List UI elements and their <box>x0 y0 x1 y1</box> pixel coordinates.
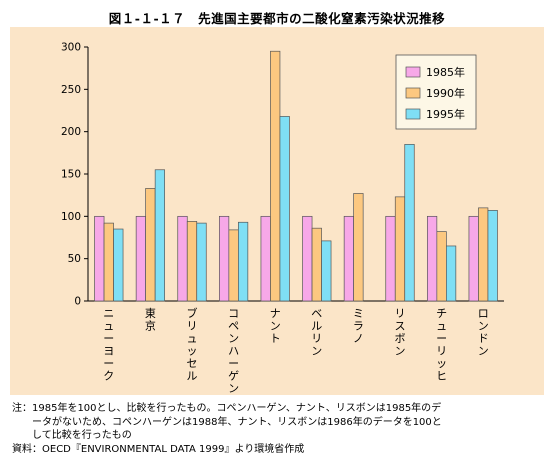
x-tick-label: ミラノ <box>353 307 364 345</box>
bar <box>487 210 498 302</box>
legend-label: 1990年 <box>426 86 465 100</box>
legend-swatch <box>405 87 421 99</box>
bar <box>228 229 239 302</box>
bar-chart: 0 50 100 150 200 250 300 ニューヨーク 東京 ブリュッセル コペンハーゲン ナ… <box>61 42 504 395</box>
bar <box>468 215 479 302</box>
bar <box>177 215 188 302</box>
x-tick-label: ニューヨーク <box>103 307 114 383</box>
note-line-3: して比較を行ったもの <box>12 430 132 441</box>
y-tick-label: 200 <box>61 126 81 138</box>
y-tick-label: 100 <box>61 211 81 223</box>
x-tick-label: 東京 <box>145 307 156 333</box>
bar <box>404 144 415 302</box>
bar <box>478 207 489 302</box>
chart-panel: 0 50 100 150 200 250 300 ニューヨーク 東京 ブリュッセル コペンハーゲン ナ… <box>10 27 544 395</box>
x-tick-label: ブリュッセル <box>187 306 198 383</box>
y-tick-label: 300 <box>61 42 81 54</box>
bar <box>186 221 198 302</box>
bar <box>219 215 230 302</box>
x-tick-label: リスボン <box>395 307 406 358</box>
bar <box>260 215 271 302</box>
bar <box>145 188 156 302</box>
bar <box>270 50 281 302</box>
bar <box>321 240 332 302</box>
bar <box>113 228 124 302</box>
bar <box>427 215 438 302</box>
bar <box>94 215 105 302</box>
x-tick-label: ナント <box>270 307 281 345</box>
bar <box>311 227 322 302</box>
bar <box>135 215 147 302</box>
note-line-2: ータがないため、コペンハーゲンは1988年、ナント、リスボンは1986年のデータ… <box>12 416 442 428</box>
legend-label: 1985年 <box>426 65 465 79</box>
notes: 注：1985年を100とし、比較を行ったもの。コペンハーゲン、ナント、リスボンは… <box>12 402 546 456</box>
legend-label: 1995年 <box>426 107 465 121</box>
y-tick-label: 150 <box>61 169 81 181</box>
source-line: 資料：OECD『ENVIRONMENTAL DATA 1999』より環境省作成 <box>12 443 305 455</box>
legend-swatch <box>405 108 421 120</box>
bar <box>343 215 354 302</box>
bar <box>196 222 207 302</box>
bar <box>446 245 457 302</box>
bar <box>238 221 249 302</box>
note-line-1: 注：1985年を100とし、比較を行ったもの。コペンハーゲン、ナント、リスボンは… <box>12 403 442 414</box>
bar <box>103 222 114 302</box>
bar <box>302 215 313 302</box>
x-tick-label: ロンドン <box>478 307 489 358</box>
bar <box>154 169 165 302</box>
y-tick-label: 50 <box>68 253 81 265</box>
bar <box>394 196 406 302</box>
legend-swatch <box>405 66 421 78</box>
bar <box>353 193 364 302</box>
y-tick-label: 250 <box>61 84 81 96</box>
x-tick-label: コペンハーゲン <box>228 307 239 395</box>
bar <box>279 116 290 302</box>
bar <box>436 231 447 302</box>
bar <box>385 215 396 302</box>
x-tick-label: チューリッヒ <box>436 307 447 383</box>
chart-title: 図１-１-１７ 先進国主要都市の二酸化窒素汚染状況推移 <box>108 11 446 26</box>
y-tick-label: 0 <box>74 296 81 308</box>
x-tick-label: ベルリン <box>311 307 322 358</box>
